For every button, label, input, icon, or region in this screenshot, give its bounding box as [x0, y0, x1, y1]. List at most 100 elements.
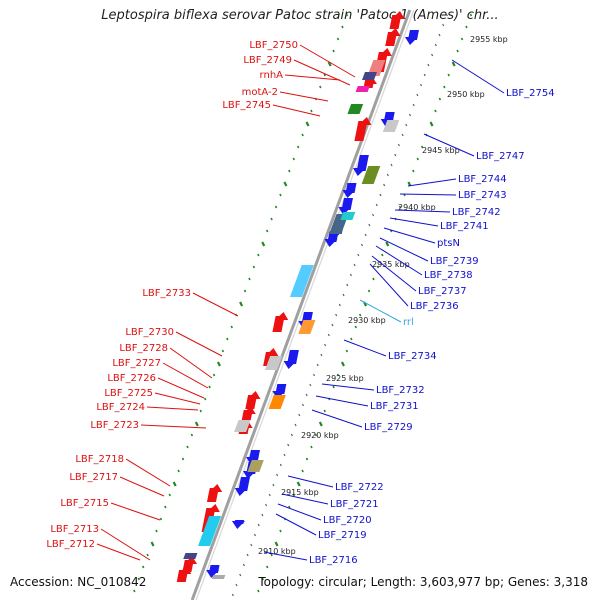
- left-label-0: LBF_2750: [249, 40, 298, 51]
- right-leader-9: [371, 255, 417, 292]
- scale-dot: [423, 73, 426, 77]
- feature-box-grey-4: [211, 575, 226, 579]
- outer-left-dot: [226, 337, 229, 341]
- outer-left-dot: [133, 589, 136, 593]
- kbp-tick-5: 2930 kbp: [348, 316, 386, 325]
- scale-dot: [309, 383, 312, 387]
- feature-box-khaki: [247, 460, 264, 472]
- left-leader-11: [146, 406, 199, 411]
- outer-left-dot: [172, 481, 177, 487]
- backbone-line: [190, 9, 412, 600]
- right-label-17: LBF_2721: [330, 499, 379, 510]
- forward-gene-10: [206, 488, 219, 502]
- reverse-gene-14: [208, 565, 220, 573]
- scale-dot: [342, 293, 345, 297]
- outer-right-dot: [469, 13, 473, 17]
- right-leader-0: [451, 59, 505, 94]
- outer-right-dot: [318, 421, 323, 427]
- outer-right-dot: [438, 97, 442, 101]
- right-label-19: LBF_2719: [318, 530, 367, 541]
- right-leader-14: [315, 395, 369, 407]
- right-leader-16: [287, 475, 334, 488]
- outer-left-dot: [270, 217, 273, 221]
- outer-right-dot: [279, 529, 282, 533]
- scale-dot: [257, 523, 260, 527]
- label-leaders: [96, 44, 505, 561]
- outer-left-dot: [283, 181, 288, 187]
- scale-dot: [283, 453, 286, 457]
- right-label-20: LBF_2716: [309, 555, 358, 566]
- scale-dot: [268, 493, 271, 497]
- outer-left-dot: [323, 73, 326, 77]
- outer-left-dot: [261, 241, 266, 247]
- outer-right-dot: [416, 157, 419, 161]
- kbp-tick-8: 2915 kbp: [281, 488, 319, 497]
- feature-box-orange-1: [298, 320, 316, 334]
- scale-dot: [401, 133, 404, 137]
- outer-right-dot: [288, 505, 291, 509]
- left-leader-10: [154, 392, 201, 405]
- outer-right-dot: [340, 361, 345, 367]
- reverse-gene-0: [407, 30, 419, 40]
- left-label-5: LBF_2733: [142, 288, 191, 299]
- outer-right-dot: [376, 265, 380, 269]
- right-label-7: LBF_2739: [430, 256, 479, 267]
- right-leader-19: [275, 513, 317, 536]
- left-label-4: LBF_2745: [222, 100, 271, 111]
- scale-dot: [442, 23, 445, 27]
- outer-left-dot: [296, 145, 300, 149]
- outer-right-dot: [381, 253, 384, 257]
- right-leader-3: [399, 193, 457, 196]
- outer-left-dot: [257, 253, 260, 257]
- left-label-12: LBF_2723: [90, 420, 139, 431]
- right-label-4: LBF_2742: [452, 207, 501, 218]
- right-leader-6: [383, 227, 436, 244]
- scale-dot: [331, 323, 334, 327]
- right-leader-15: [311, 409, 363, 428]
- right-leader-17: [281, 493, 329, 505]
- outer-left-dot: [265, 229, 269, 233]
- right-leader-8: [375, 245, 423, 276]
- outer-left-dot: [186, 445, 189, 449]
- left-leader-7: [169, 347, 213, 379]
- scale-dot: [265, 503, 268, 507]
- outer-left-dot: [292, 157, 295, 161]
- left-leader-3: [279, 91, 329, 102]
- outer-left-dot: [164, 505, 167, 509]
- scale-dot: [320, 353, 323, 357]
- kbp-tick-7: 2920 kbp: [301, 431, 339, 440]
- outer-right-dot: [398, 205, 402, 209]
- feature-box-cyan-2: [198, 516, 222, 546]
- scale-dot: [231, 593, 234, 597]
- scale-dot: [316, 363, 319, 367]
- reverse-gene-1: [383, 112, 395, 122]
- kbp-tick-2: 2945 kbp: [422, 146, 460, 155]
- outer-right-dot: [434, 109, 437, 113]
- reverse-gene-8: [287, 350, 299, 364]
- scale-dot: [250, 543, 253, 547]
- right-label-6: ptsN: [437, 238, 460, 249]
- scale-dot: [346, 283, 349, 287]
- forward-gene-0: [389, 15, 402, 29]
- outer-right-dot: [323, 409, 326, 413]
- scale-dot: [397, 143, 400, 147]
- right-label-14: LBF_2731: [370, 401, 419, 412]
- scale-dot: [427, 63, 430, 67]
- left-label-7: LBF_2728: [119, 343, 168, 354]
- outer-left-dot: [168, 493, 171, 497]
- outer-right-dot: [412, 169, 415, 173]
- outer-left-dot: [319, 85, 322, 89]
- outer-left-dot: [305, 121, 310, 127]
- outer-right-dot: [314, 433, 318, 437]
- reverse-gene-6: [327, 232, 339, 242]
- scale-dot: [416, 93, 419, 97]
- right-leader-4: [394, 209, 451, 213]
- outer-right-dot: [429, 121, 434, 127]
- outer-left-dot: [252, 265, 256, 269]
- outer-left-dot: [203, 397, 207, 401]
- right-leader-20: [263, 551, 308, 561]
- topology-text: Topology: circular; Length: 3,603,977 bp…: [258, 575, 588, 589]
- feature-box-green-1: [347, 104, 364, 114]
- left-leader-6: [175, 331, 223, 357]
